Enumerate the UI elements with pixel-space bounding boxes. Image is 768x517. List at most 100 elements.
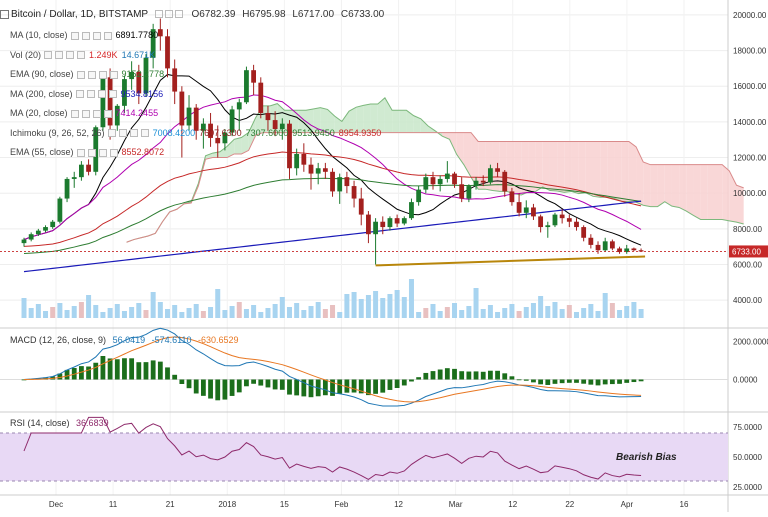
more-icon[interactable] xyxy=(108,90,117,99)
volume-bar xyxy=(21,298,27,318)
volume-bar xyxy=(86,295,92,318)
candle-body xyxy=(495,168,500,172)
rsi-label: RSI (14, close) xyxy=(10,418,70,428)
macd-histogram-bar xyxy=(337,379,343,394)
settings-icon[interactable] xyxy=(87,70,96,79)
volume-bar xyxy=(308,306,314,318)
volume-bar xyxy=(430,304,436,318)
legend-row: MA (200, close) 9534.8156 xyxy=(0,88,163,101)
collapse-icon[interactable] xyxy=(0,9,9,19)
macd-histogram-bar xyxy=(452,368,457,380)
ohlc-high: H6795.98 xyxy=(242,9,286,20)
settings-icon[interactable] xyxy=(87,148,96,157)
eye-icon[interactable] xyxy=(70,31,79,40)
volume-bar xyxy=(581,308,587,318)
macd-histogram-bar xyxy=(581,379,587,384)
volume-bar xyxy=(243,309,249,318)
cloud-segment xyxy=(643,162,651,207)
cloud-segment xyxy=(227,139,235,158)
more-icon[interactable] xyxy=(77,51,86,60)
more-icon[interactable] xyxy=(109,70,118,79)
macd-pane[interactable] xyxy=(0,327,728,407)
more-icon[interactable] xyxy=(140,129,149,138)
candlesticks[interactable] xyxy=(0,18,728,265)
settings-icon[interactable] xyxy=(86,90,95,99)
macd-histogram-bar xyxy=(107,358,113,380)
candle-body xyxy=(617,248,622,253)
candle-body xyxy=(172,68,178,92)
volume-bar xyxy=(129,307,135,318)
more-icon[interactable] xyxy=(109,148,118,157)
close-icon[interactable] xyxy=(174,10,183,19)
rsi-pane[interactable] xyxy=(0,416,728,482)
moving-averages xyxy=(23,73,642,273)
time-tick-label: Mar xyxy=(449,500,463,509)
legend-value: 8552.8072 xyxy=(121,147,165,157)
eye-icon[interactable] xyxy=(75,90,84,99)
macd-histogram-bar xyxy=(444,368,450,380)
candle-body xyxy=(143,57,149,94)
close-icon[interactable] xyxy=(97,90,106,99)
rsi-tick-label: 75.0000 xyxy=(733,423,762,432)
legend-row: Vol (20) 1.249K 14.671K xyxy=(0,49,155,62)
macd-histogram-bar xyxy=(308,379,314,398)
legend-label: Vol (20) xyxy=(10,49,42,60)
settings-icon[interactable] xyxy=(55,51,64,60)
volume-bar xyxy=(294,303,300,318)
settings-icon[interactable] xyxy=(81,31,90,40)
volume-bar xyxy=(100,312,106,318)
candle-body xyxy=(480,180,486,183)
legend-row: EMA (55, close) 8552.8072 xyxy=(0,146,164,159)
macd-histogram-bar xyxy=(387,379,393,390)
eye-icon[interactable] xyxy=(154,10,163,19)
close-icon[interactable] xyxy=(66,51,75,60)
price-tick-label: 20000.00 xyxy=(733,11,767,20)
cloud-segment xyxy=(521,141,529,195)
candle-body xyxy=(28,234,34,240)
settings-icon[interactable] xyxy=(81,109,90,118)
macd-histogram-bar xyxy=(344,379,350,393)
candle-body xyxy=(287,123,292,169)
support-trendline xyxy=(375,255,646,267)
candle-body xyxy=(430,177,436,185)
volume-bar xyxy=(487,305,493,318)
eye-icon[interactable] xyxy=(70,109,79,118)
candle-body xyxy=(609,241,615,249)
eye-icon[interactable] xyxy=(76,70,85,79)
cloud-segment xyxy=(363,104,371,133)
macd-histogram-bar xyxy=(193,379,199,394)
volume-bar xyxy=(114,304,120,318)
eye-icon[interactable] xyxy=(107,129,116,138)
close-icon[interactable] xyxy=(98,70,107,79)
volume-bar xyxy=(236,302,242,318)
cloud-segment xyxy=(714,164,723,220)
close-icon[interactable] xyxy=(129,129,138,138)
volume-bar xyxy=(387,294,393,318)
eye-icon[interactable] xyxy=(44,51,53,60)
eye-icon[interactable] xyxy=(76,148,85,157)
ohlc-close: C6733.00 xyxy=(340,9,385,20)
cloud-segment xyxy=(449,132,457,155)
volume-bar xyxy=(437,311,443,318)
candle-body xyxy=(538,216,544,228)
more-icon[interactable] xyxy=(103,31,112,40)
candle-body xyxy=(631,248,637,251)
more-icon[interactable] xyxy=(103,109,112,118)
legend-value: 9152.2778 xyxy=(121,69,165,79)
close-icon[interactable] xyxy=(92,31,101,40)
macd-histogram-bar xyxy=(638,379,644,382)
candle-body xyxy=(315,168,321,174)
price-tick-label: 8000.00 xyxy=(733,225,762,234)
macd-histogram-bar xyxy=(136,362,142,380)
volume-bars xyxy=(21,279,644,318)
volume-bar xyxy=(222,310,228,318)
cloud-segment xyxy=(377,97,385,133)
close-icon[interactable] xyxy=(98,148,107,157)
close-icon[interactable] xyxy=(92,109,101,118)
settings-icon[interactable] xyxy=(164,10,173,19)
macd-histogram-bar xyxy=(351,379,357,393)
settings-icon[interactable] xyxy=(118,129,127,138)
candle-body xyxy=(394,218,400,224)
